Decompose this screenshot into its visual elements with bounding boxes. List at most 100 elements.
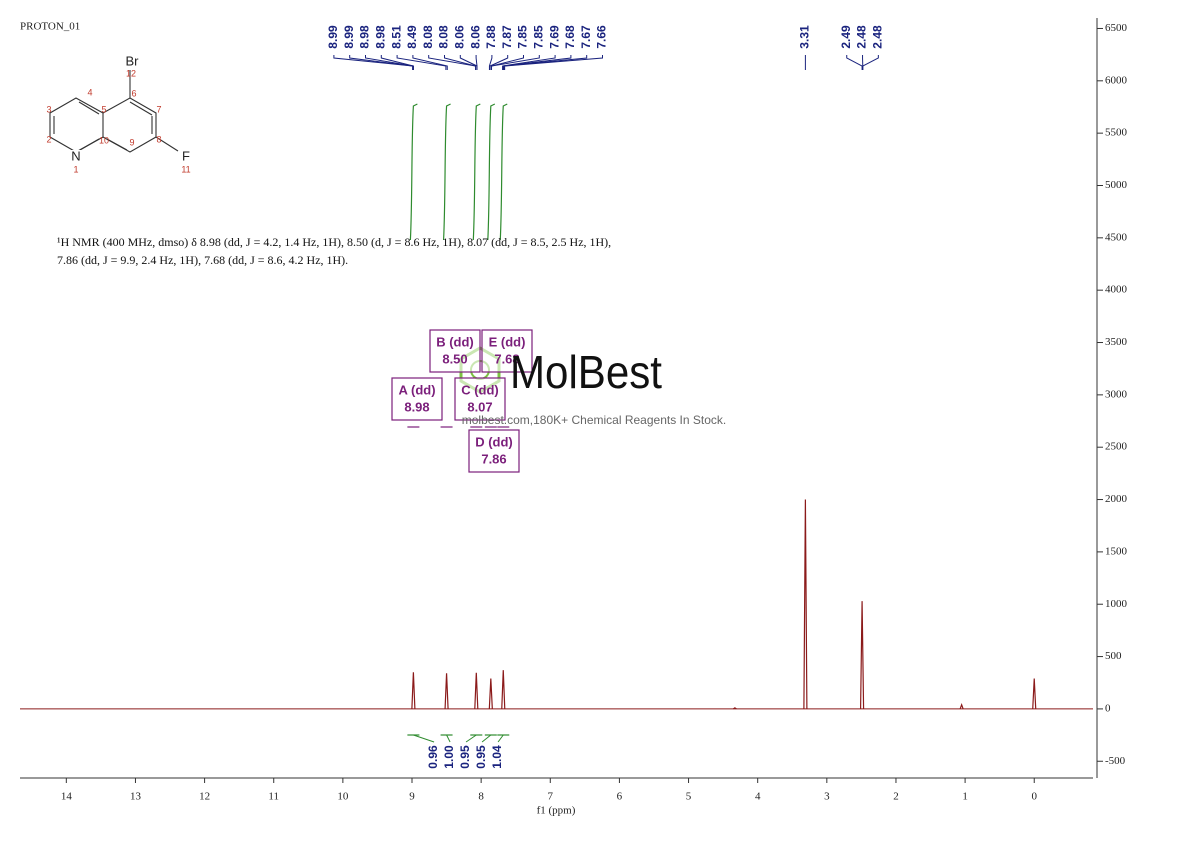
y-tick-label: 0: [1105, 702, 1111, 714]
atom-label: 11: [181, 164, 190, 174]
integral-label: 0.95: [458, 745, 472, 769]
peak: [803, 499, 808, 709]
x-tick-label: 9: [409, 791, 415, 803]
watermark-brand: MolBest: [510, 346, 662, 398]
peak-pick-label: 8.51: [389, 25, 403, 49]
nmr-description: ¹H NMR (400 MHz, dmso) δ 8.98 (dd, J = 4…: [57, 235, 612, 267]
atom-mask: [69, 150, 83, 164]
integral-connector: [497, 734, 504, 743]
integral-connector: [446, 734, 451, 743]
y-tick-label: 1000: [1105, 598, 1128, 610]
atom-label: 6: [131, 88, 136, 98]
peak-pick-label: 7.88: [484, 25, 498, 49]
peak-pick-label: 2.49: [839, 25, 853, 49]
x-tick-label: 2: [893, 791, 899, 803]
atom-label: 12: [126, 68, 136, 78]
peak-pick-label: 8.98: [373, 25, 387, 49]
x-tick-label: 13: [130, 791, 142, 803]
y-tick-label: 6000: [1105, 74, 1128, 86]
integral-curve: [487, 103, 496, 241]
peak-pick-connector: [503, 55, 588, 70]
atom-label: 7: [156, 104, 161, 114]
atom-label: 9: [129, 137, 134, 147]
peak: [501, 670, 506, 709]
integral-curve: [409, 103, 418, 241]
peak-pick-label: 8.99: [342, 25, 356, 49]
atom-label: F: [182, 148, 190, 163]
peak: [488, 678, 493, 709]
atom-label: N: [71, 148, 80, 163]
peak-pick-label: 8.08: [437, 25, 451, 49]
multiplet-box: [468, 429, 520, 473]
atom-label: 10: [99, 135, 109, 145]
integral-curve: [499, 103, 508, 241]
peak-pick-connector: [364, 55, 414, 70]
multiplet-label: E (dd): [489, 334, 526, 349]
atom-mask: [125, 55, 139, 69]
atom-label: 5: [101, 104, 106, 114]
multiplet-box: [429, 329, 481, 373]
x-tick-label: 7: [548, 791, 554, 803]
integral-connector: [481, 734, 492, 743]
y-tick-label: -500: [1105, 755, 1126, 767]
peak-pick-label: 8.98: [358, 25, 372, 49]
y-tick-label: 5000: [1105, 179, 1128, 191]
peak-pick-connector: [412, 55, 448, 70]
peak-pick-label: 2.48: [871, 25, 885, 49]
molecule-bonds: [49, 70, 179, 153]
peak-pick-label: 7.69: [547, 25, 561, 49]
x-tick-label: 10: [337, 791, 349, 803]
x-tick-label: 4: [755, 791, 761, 803]
peak-pick-connector: [380, 55, 414, 70]
y-tick-label: 2500: [1105, 441, 1128, 453]
peak-pick-label: 3.31: [798, 25, 812, 49]
x-tick-label: 0: [1031, 791, 1037, 803]
peak-pick-connector: [488, 55, 493, 70]
integral-connector: [413, 734, 435, 743]
peak-pick-label: 8.99: [326, 25, 340, 49]
peak-pick-connector: [489, 55, 509, 70]
peak-pick-connector: [349, 55, 414, 70]
x-tick-label: 11: [268, 791, 279, 803]
y-tick-label: 2000: [1105, 493, 1128, 505]
x-tick-label: 12: [199, 791, 210, 803]
multiplet-label: B (dd): [436, 334, 474, 349]
peak-pick-connector: [504, 55, 603, 70]
atom-label: 1: [73, 164, 78, 174]
y-tick-label: 3500: [1105, 336, 1128, 348]
x-axis-label: f1 (ppm): [537, 805, 576, 817]
peak-pick-connector: [502, 55, 556, 70]
peak-pick-connector: [491, 55, 540, 70]
peak: [859, 601, 865, 709]
peak-pick-label: 8.06: [452, 25, 466, 49]
y-tick-label: 5500: [1105, 127, 1128, 139]
peak-pick-label: 7.85: [531, 25, 545, 49]
peak-pick-label: 7.67: [579, 25, 593, 49]
atom-label: 3: [46, 104, 51, 114]
atom-label: 4: [87, 87, 92, 97]
multiplet-box: [481, 329, 533, 373]
peak-pick-connector: [846, 55, 863, 70]
x-tick-label: 3: [824, 791, 830, 803]
multiplet-shift: 7.68: [494, 351, 519, 366]
integral-label: 1.00: [442, 745, 456, 769]
multiplet-box: [454, 377, 506, 421]
peak-pick-label: 8.49: [405, 25, 419, 49]
peak-pick-connector: [502, 55, 572, 70]
y-tick-label: 500: [1105, 650, 1122, 662]
x-tick-label: 1: [962, 791, 968, 803]
peak: [411, 672, 416, 709]
multiplet-shift: 8.98: [404, 399, 429, 414]
integral-curve: [472, 103, 481, 241]
peak-pick-label: 7.68: [563, 25, 577, 49]
y-tick-label: 1500: [1105, 545, 1128, 557]
peak-pick-label: 8.06: [468, 25, 482, 49]
integral-curve: [442, 103, 451, 241]
multiplet-shift: 8.07: [467, 399, 492, 414]
peak-pick-connector: [443, 55, 477, 70]
peak-pick-label: 2.48: [855, 25, 869, 49]
peak: [1032, 678, 1037, 709]
peak-pick-label: 8.08: [421, 25, 435, 49]
